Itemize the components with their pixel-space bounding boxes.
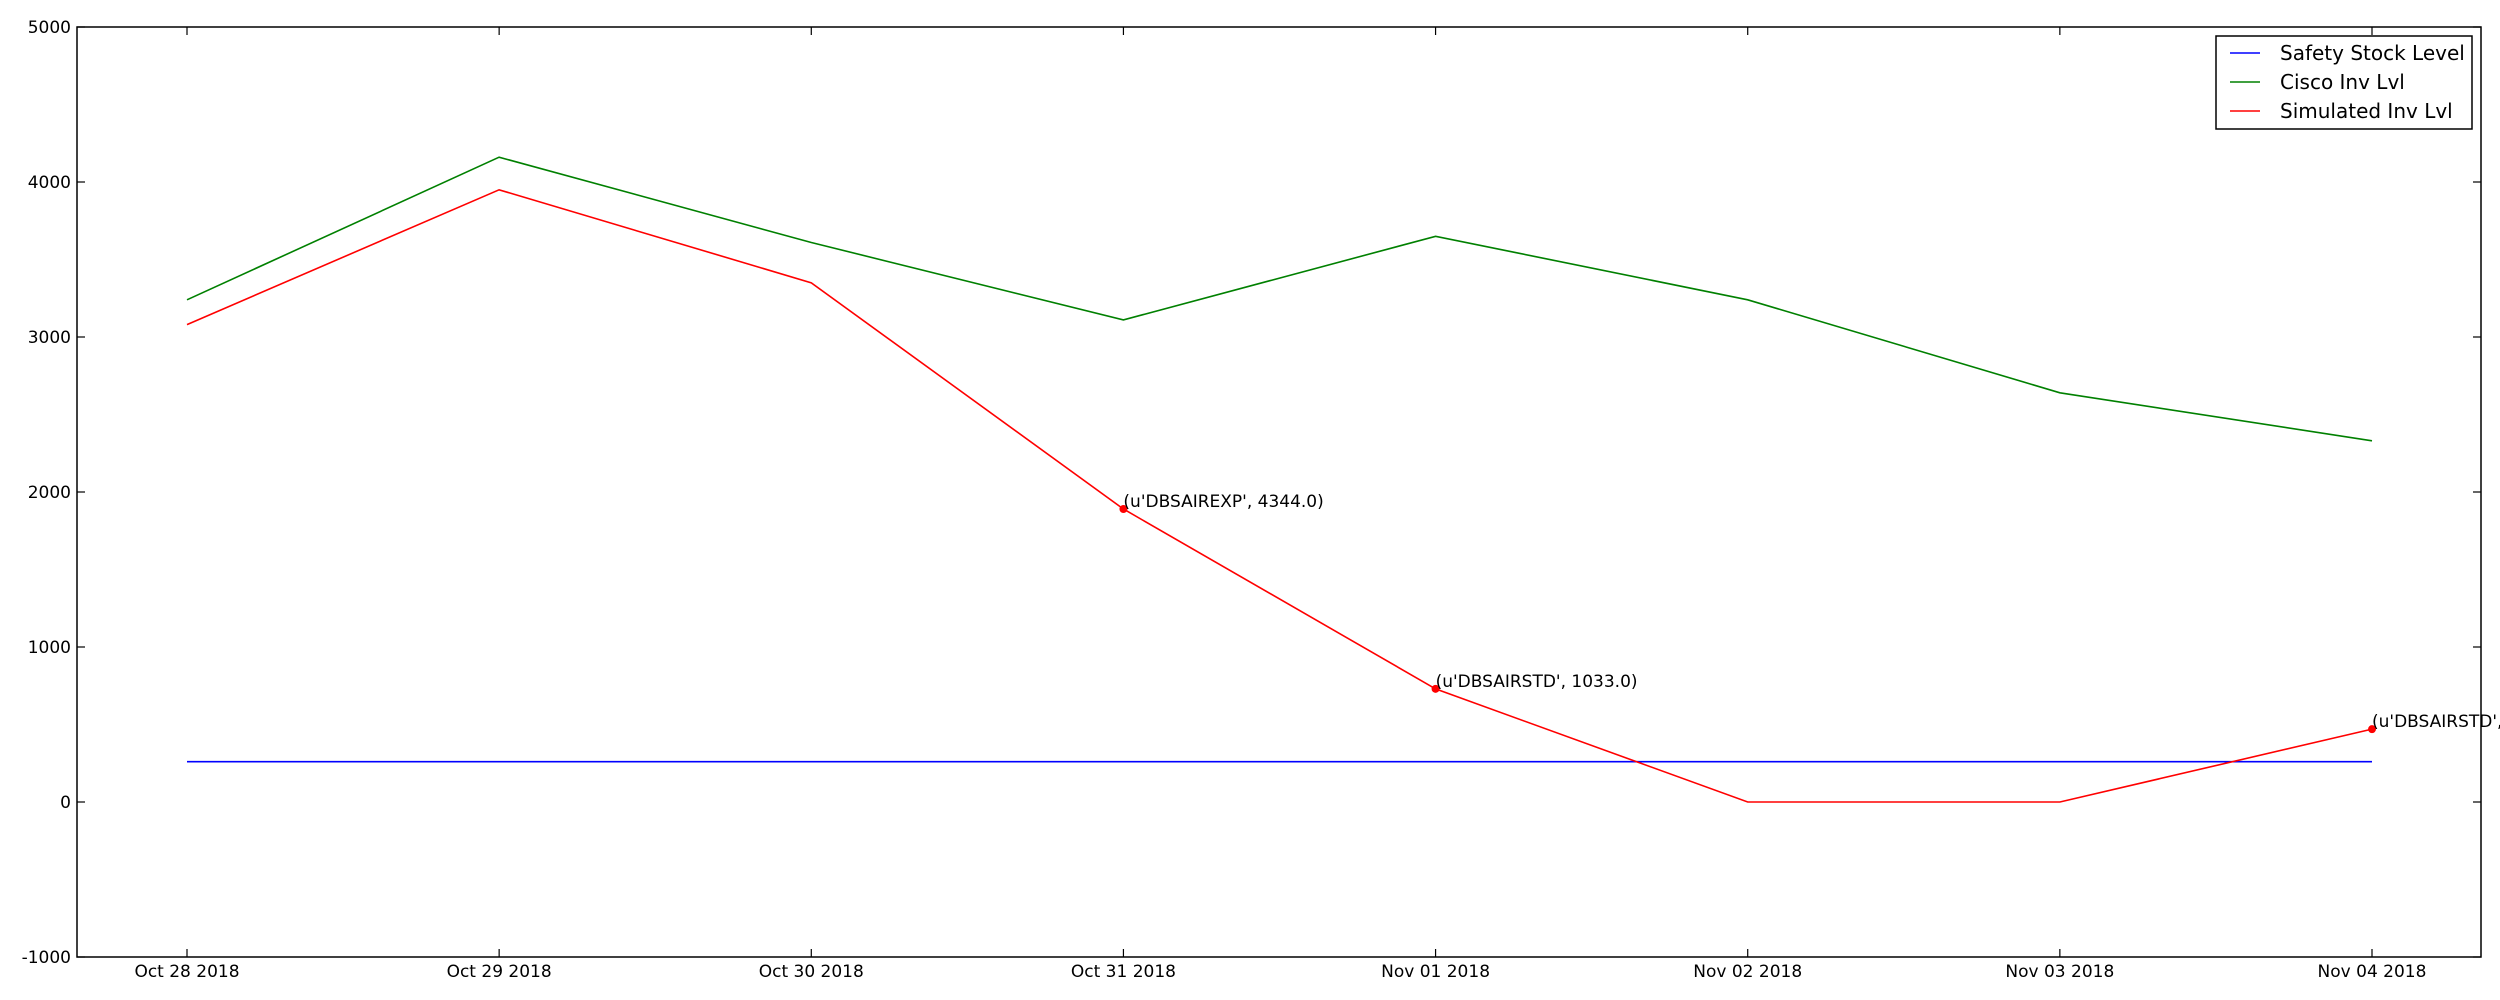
series-line-1 [186, 156, 2373, 442]
x-tick-label: Nov 01 2018 [1381, 962, 1490, 982]
annotation-label: (u'DBSAIRSTD', [2372, 712, 2500, 732]
x-tick-label: Nov 02 2018 [1693, 962, 1802, 982]
series-line-2 [186, 188, 2373, 803]
y-tick-label: 0 [60, 793, 71, 813]
y-axis: -1000 0 1000 2000 3000 4000 5000 [22, 18, 2481, 968]
legend-label: Cisco Inv Lvl [2280, 70, 2405, 94]
annotations: (u'DBSAIREXP', 4344.0) (u'DBSAIRSTD', 103… [1119, 492, 2500, 734]
series-lines [186, 156, 2373, 803]
x-tick-label: Oct 29 2018 [447, 962, 552, 982]
x-tick-label: Oct 28 2018 [134, 962, 239, 982]
x-tick-label: Oct 30 2018 [759, 962, 864, 982]
annotation-label: (u'DBSAIRSTD', 1033.0) [1436, 672, 1638, 692]
y-tick-label: 5000 [28, 18, 71, 38]
legend-label: Safety Stock Level [2280, 41, 2465, 65]
y-tick-label: 2000 [28, 483, 71, 503]
y-tick-label: 3000 [28, 328, 71, 348]
legend: Safety Stock Level Cisco Inv Lvl Simulated… [2215, 35, 2473, 130]
y-tick-label: -1000 [22, 948, 71, 968]
x-tick-label: Oct 31 2018 [1071, 962, 1176, 982]
legend-label: Simulated Inv Lvl [2280, 99, 2453, 123]
x-tick-label: Nov 03 2018 [2005, 962, 2114, 982]
annotation-label: (u'DBSAIREXP', 4344.0) [1123, 492, 1323, 512]
y-tick-label: 4000 [28, 173, 71, 193]
x-axis: Oct 28 2018 Oct 29 2018 Oct 30 2018 Oct 31 … [134, 27, 2426, 982]
annotation-point [2368, 725, 2376, 734]
x-tick-label: Nov 04 2018 [2318, 962, 2427, 982]
y-tick-label: 1000 [28, 638, 71, 658]
annotation-point [1119, 505, 1128, 514]
annotation-point [1431, 684, 1440, 693]
